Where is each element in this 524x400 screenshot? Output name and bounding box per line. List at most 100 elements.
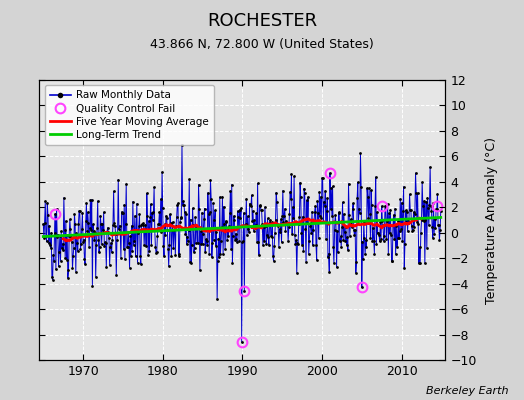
Point xyxy=(423,244,431,251)
Point xyxy=(202,237,211,244)
Point xyxy=(407,207,415,214)
Point xyxy=(81,261,89,267)
Point xyxy=(238,239,247,246)
Point xyxy=(313,198,322,204)
Point xyxy=(87,227,95,233)
Point xyxy=(209,240,217,246)
Point xyxy=(190,245,199,251)
Point xyxy=(43,200,51,206)
Point xyxy=(192,224,201,230)
Point xyxy=(125,240,133,246)
Point xyxy=(397,226,405,232)
Point xyxy=(311,209,319,215)
Point xyxy=(416,244,424,250)
Point xyxy=(318,174,326,181)
Point xyxy=(169,219,177,225)
Point xyxy=(280,213,288,219)
Point xyxy=(359,256,367,262)
Point xyxy=(381,203,389,209)
Point xyxy=(260,238,268,244)
Point xyxy=(63,274,72,281)
Point xyxy=(179,202,187,208)
Point xyxy=(362,244,370,250)
Point xyxy=(101,239,109,246)
Point xyxy=(200,216,208,222)
Point xyxy=(97,221,105,227)
Point xyxy=(379,222,387,229)
Point xyxy=(140,242,148,248)
Point xyxy=(434,222,442,228)
Point xyxy=(248,218,256,224)
Point xyxy=(146,214,154,220)
Point xyxy=(213,296,221,302)
Point xyxy=(90,228,98,234)
Point xyxy=(433,191,442,197)
Point xyxy=(276,229,285,235)
Point xyxy=(333,228,342,234)
Point xyxy=(374,230,383,236)
Point xyxy=(115,226,123,232)
Point xyxy=(379,238,388,244)
Point xyxy=(160,253,168,259)
Point xyxy=(244,226,253,233)
Point xyxy=(171,252,180,258)
Point xyxy=(279,219,288,225)
Point xyxy=(341,238,350,244)
Point xyxy=(377,236,385,242)
Point xyxy=(383,218,391,224)
Point xyxy=(73,240,81,246)
Point xyxy=(105,235,113,242)
Point xyxy=(320,199,328,205)
Point xyxy=(103,229,111,235)
Point xyxy=(308,208,316,215)
Point xyxy=(159,243,168,249)
Point xyxy=(359,219,368,226)
Point xyxy=(265,242,273,248)
Point xyxy=(295,214,303,220)
Point xyxy=(243,232,251,238)
Point xyxy=(314,210,322,216)
Point xyxy=(347,221,355,227)
Point xyxy=(230,213,238,219)
Point xyxy=(247,202,255,209)
Point xyxy=(130,213,139,219)
Point xyxy=(264,234,272,240)
Point xyxy=(152,250,160,256)
Point xyxy=(354,179,362,186)
Point xyxy=(102,264,111,270)
Point xyxy=(410,224,418,230)
Point xyxy=(172,223,180,229)
Point xyxy=(307,220,315,226)
Point xyxy=(180,202,188,208)
Point xyxy=(267,232,275,239)
Point xyxy=(349,200,357,206)
Point xyxy=(54,263,63,270)
Point xyxy=(422,198,430,205)
Point xyxy=(388,258,397,264)
Point xyxy=(88,196,96,203)
Point xyxy=(393,244,401,250)
Point xyxy=(424,204,432,211)
Point xyxy=(363,185,372,192)
Point xyxy=(292,270,301,276)
Point xyxy=(170,226,179,232)
Point xyxy=(135,211,144,217)
Point xyxy=(246,202,255,208)
Point xyxy=(222,219,231,226)
Point xyxy=(405,219,413,226)
Point xyxy=(287,171,296,177)
Point xyxy=(95,244,104,251)
Point xyxy=(329,183,337,190)
Point xyxy=(221,245,230,252)
Point xyxy=(106,244,114,250)
Point xyxy=(358,238,367,245)
Point xyxy=(64,267,73,274)
Point xyxy=(178,141,186,148)
Point xyxy=(150,184,158,190)
Point xyxy=(416,260,424,266)
Point xyxy=(385,210,393,216)
Point xyxy=(161,231,170,238)
Point xyxy=(235,206,244,213)
Point xyxy=(42,233,50,240)
Point xyxy=(400,265,408,271)
